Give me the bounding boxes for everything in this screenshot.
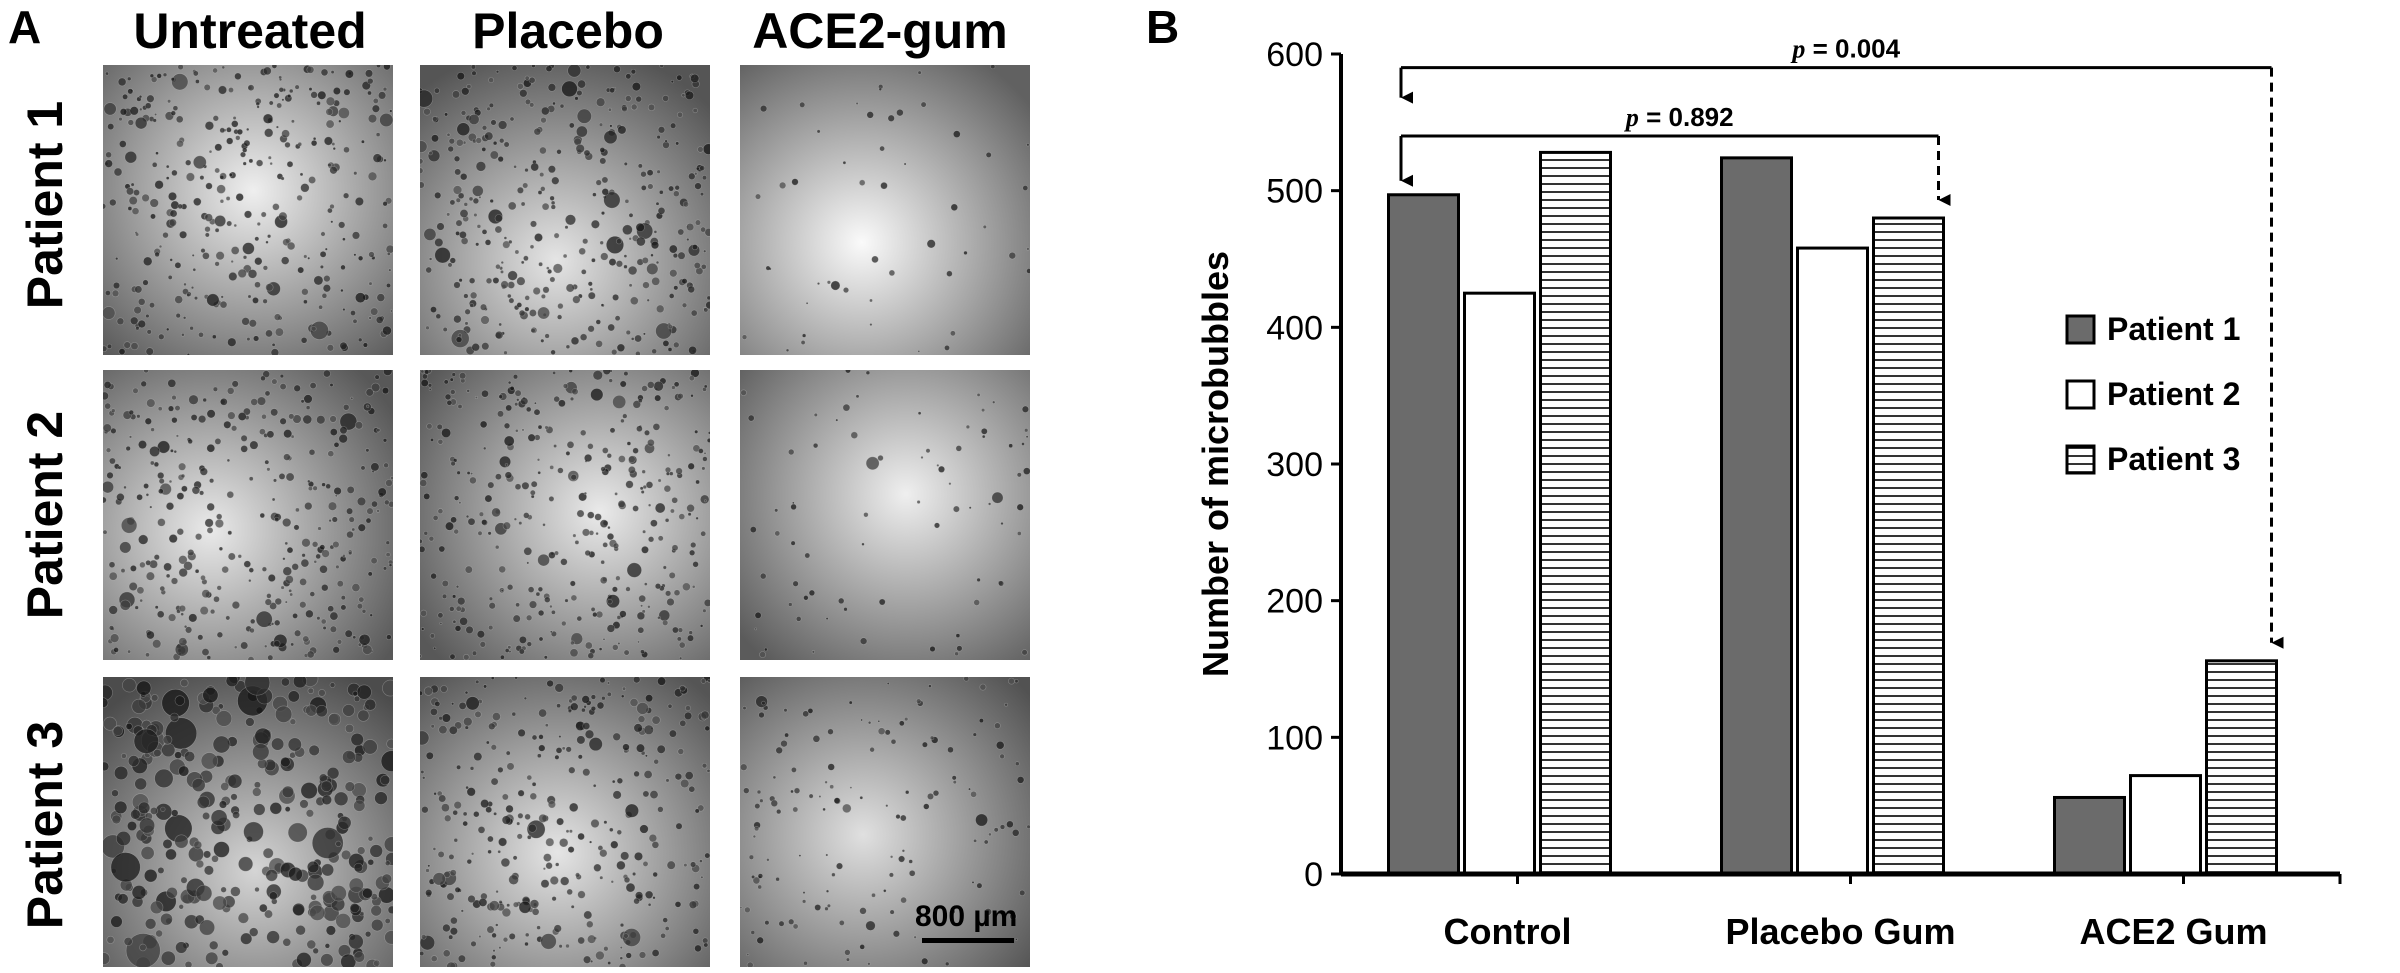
legend-label-patient-1: Patient 1 (2107, 311, 2240, 347)
row-label-patient-2: Patient 2 (17, 410, 73, 620)
bar-placebo-gum-patient-1 (1720, 156, 1793, 876)
y-tick-label: 500 (1266, 173, 1323, 211)
legend-label-patient-2: Patient 2 (2107, 376, 2240, 412)
y-tick-label: 400 (1266, 309, 1323, 347)
y-tick-label: 100 (1266, 719, 1323, 757)
y-tick-label: 200 (1266, 583, 1323, 621)
bar-ace2-gum-patient-2 (2129, 774, 2202, 876)
y-tick-label: 300 (1266, 446, 1323, 484)
scale-bar (922, 938, 1014, 943)
legend-swatch-patient-1 (2065, 314, 2096, 345)
legend-swatch-patient-2 (2065, 379, 2096, 410)
legend-label-patient-3: Patient 3 (2107, 441, 2240, 477)
bar-ace2-gum-patient-1 (2053, 795, 2126, 876)
category-label-placebo-gum: Placebo Gum (1725, 911, 1955, 952)
bar-placebo-gum-patient-3 (1872, 216, 1945, 876)
micrograph-untreated-patient-1 (103, 65, 393, 355)
column-header-ace2-gum: ACE2-gum (752, 3, 1008, 59)
column-header-untreated: Untreated (133, 3, 367, 59)
column-header-placebo: Placebo (472, 3, 664, 59)
bar-control-patient-3 (1539, 150, 1612, 876)
bar-chart: Control Placebo Gum ACE2 Gum 0 100 200 300 400 5… (1195, 34, 2342, 952)
category-label-control: Control (1444, 911, 1572, 952)
micrograph-untreated-patient-3 (103, 677, 393, 967)
bar-control-patient-2 (1463, 291, 1536, 876)
micrograph-placebo-patient-1 (420, 65, 710, 355)
micrograph-untreated-patient-2 (103, 370, 393, 660)
bar-placebo-gum-patient-2 (1796, 246, 1869, 876)
micrograph-placebo-patient-3 (420, 677, 710, 967)
micrograph-ace2-patient-2 (740, 370, 1030, 660)
annotation-p-value: p = 0.004 (1790, 34, 1900, 64)
annotation-p-value: p = 0.892 (1624, 102, 1734, 132)
y-tick-label: 0 (1304, 856, 1323, 894)
y-tick-label: 600 (1266, 36, 1323, 74)
legend-swatch-patient-3 (2065, 444, 2096, 475)
panel-a-letter: A (8, 1, 42, 53)
micrograph-ace2-patient-3 (740, 677, 1030, 967)
category-label-ace2-gum: ACE2 Gum (2079, 911, 2267, 952)
micrograph-ace2-patient-1 (740, 65, 1030, 355)
bar-ace2-gum-patient-3 (2205, 659, 2278, 876)
row-label-patient-1: Patient 1 (17, 100, 73, 310)
scale-bar-label: 800 µm (915, 900, 1018, 933)
bar-control-patient-1 (1387, 193, 1460, 876)
row-label-patient-3: Patient 3 (17, 720, 73, 930)
micrograph-placebo-patient-2 (420, 370, 710, 660)
panel-b-letter: B (1146, 1, 1180, 53)
y-axis-label: Number of microbubbles (1195, 251, 1236, 677)
